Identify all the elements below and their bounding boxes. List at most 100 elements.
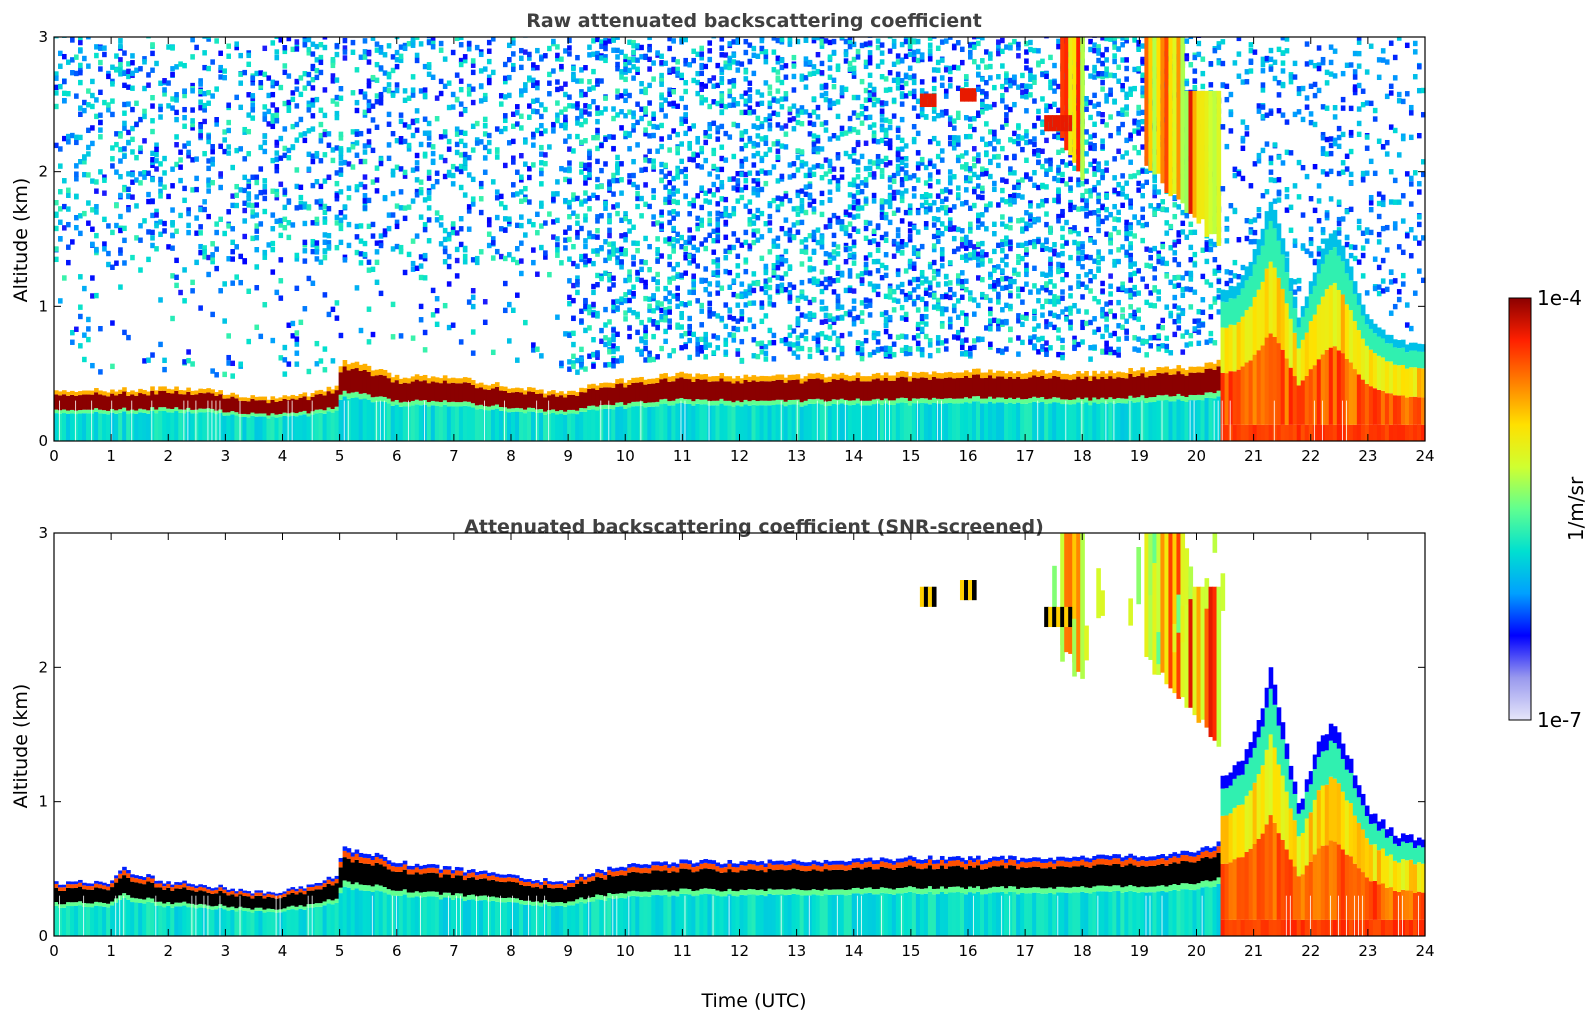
heatmap-cell bbox=[643, 157, 648, 163]
heatmap-cell bbox=[851, 177, 857, 183]
heatmap-cell bbox=[122, 146, 127, 152]
heatmap-cell bbox=[663, 285, 668, 292]
heatmap-cell bbox=[390, 334, 396, 340]
heatmap-cell bbox=[490, 409, 496, 441]
heatmap-cell bbox=[154, 146, 159, 153]
heatmap-cell bbox=[831, 278, 837, 284]
heatmap-cell bbox=[543, 220, 548, 226]
heatmap-cell bbox=[470, 69, 476, 76]
heatmap-cell bbox=[667, 352, 672, 359]
heatmap-cell bbox=[807, 112, 813, 119]
heatmap-cell bbox=[867, 352, 873, 358]
heatmap-cell bbox=[807, 353, 813, 360]
heatmap-cell bbox=[539, 181, 544, 187]
heatmap-cell bbox=[911, 250, 917, 256]
heatmap-cell bbox=[150, 352, 155, 358]
heatmap-cell bbox=[246, 92, 252, 98]
heatmap-cell bbox=[523, 161, 528, 167]
heatmap-cell bbox=[715, 136, 721, 142]
heatmap-cell bbox=[66, 206, 71, 212]
heatmap-cell bbox=[623, 251, 628, 257]
heatmap-cell bbox=[811, 399, 817, 404]
heatmap-cell bbox=[883, 199, 889, 205]
heatmap-cell bbox=[791, 103, 797, 109]
heatmap-cell bbox=[386, 378, 392, 399]
heatmap-cell bbox=[535, 346, 540, 352]
heatmap-cell bbox=[899, 304, 905, 311]
heatmap-cell bbox=[531, 342, 536, 348]
heatmap-cell bbox=[126, 129, 131, 136]
heatmap-cell bbox=[58, 410, 63, 414]
heatmap-cell bbox=[190, 121, 195, 128]
heatmap-cell bbox=[571, 341, 576, 348]
heatmap-cell bbox=[543, 393, 548, 398]
heatmap-cell bbox=[639, 81, 644, 87]
heatmap-cell bbox=[555, 52, 560, 59]
heatmap-cell bbox=[947, 280, 953, 286]
heatmap-cell bbox=[571, 148, 576, 154]
heatmap-cell bbox=[919, 326, 925, 333]
heatmap-cell bbox=[62, 203, 67, 210]
heatmap-cell bbox=[767, 381, 773, 401]
heatmap-cell bbox=[931, 268, 937, 275]
heatmap-cell bbox=[927, 292, 933, 298]
heatmap-cell bbox=[254, 235, 260, 241]
heatmap-cell bbox=[82, 390, 87, 395]
heatmap-cell bbox=[62, 394, 67, 410]
heatmap-cell bbox=[835, 63, 841, 69]
heatmap-cell bbox=[494, 404, 500, 409]
heatmap-cell bbox=[174, 134, 179, 140]
heatmap-cell bbox=[587, 44, 592, 50]
heatmap-cell bbox=[502, 280, 508, 287]
heatmap-cell bbox=[675, 165, 680, 172]
heatmap-cell bbox=[531, 62, 536, 68]
heatmap-cell bbox=[643, 283, 648, 290]
heatmap-cell bbox=[827, 179, 833, 185]
heatmap-cell bbox=[182, 394, 187, 410]
heatmap-cell bbox=[470, 384, 476, 404]
heatmap-cell bbox=[819, 121, 825, 127]
heatmap-cell bbox=[719, 93, 725, 99]
heatmap-cell bbox=[414, 374, 420, 380]
heatmap-cell bbox=[498, 101, 504, 107]
data-gap bbox=[796, 400, 798, 441]
heatmap-cell bbox=[679, 39, 684, 45]
heatmap-cell bbox=[575, 275, 580, 281]
heatmap-cell bbox=[819, 60, 825, 67]
heatmap-cell bbox=[711, 376, 717, 382]
heatmap-cell bbox=[763, 221, 769, 227]
heatmap-cell bbox=[707, 48, 713, 54]
heatmap-cell bbox=[919, 402, 925, 441]
heatmap-cell bbox=[402, 377, 408, 383]
heatmap-cell bbox=[462, 130, 468, 137]
heatmap-cell bbox=[819, 239, 825, 245]
heatmap-cell bbox=[767, 220, 773, 226]
heatmap-cell bbox=[727, 405, 733, 441]
heatmap-cell bbox=[418, 141, 424, 148]
heatmap-cell bbox=[863, 87, 869, 94]
heatmap-cell bbox=[310, 158, 316, 165]
heatmap-cell bbox=[430, 44, 436, 50]
heatmap-cell bbox=[498, 226, 504, 232]
heatmap-cell bbox=[226, 223, 231, 229]
heatmap-cell bbox=[719, 37, 725, 42]
heatmap-cell bbox=[426, 175, 432, 181]
heatmap-cell bbox=[835, 251, 841, 257]
heatmap-cell bbox=[310, 126, 316, 132]
heatmap-cell bbox=[338, 154, 344, 161]
heatmap-cell bbox=[591, 134, 596, 141]
heatmap-cell bbox=[727, 269, 733, 276]
heatmap-cell bbox=[663, 403, 668, 441]
heatmap-cell bbox=[879, 214, 885, 220]
heatmap-cell bbox=[667, 188, 672, 195]
heatmap-cell bbox=[511, 40, 516, 46]
heatmap-cell bbox=[911, 287, 917, 293]
heatmap-cell bbox=[162, 357, 167, 364]
heatmap-cell bbox=[743, 302, 749, 308]
heatmap-cell bbox=[490, 179, 496, 185]
heatmap-cell bbox=[342, 366, 348, 391]
heatmap-cell bbox=[719, 315, 725, 322]
heatmap-cell bbox=[106, 410, 111, 415]
heatmap-cell bbox=[847, 66, 853, 72]
heatmap-cell bbox=[206, 188, 211, 194]
